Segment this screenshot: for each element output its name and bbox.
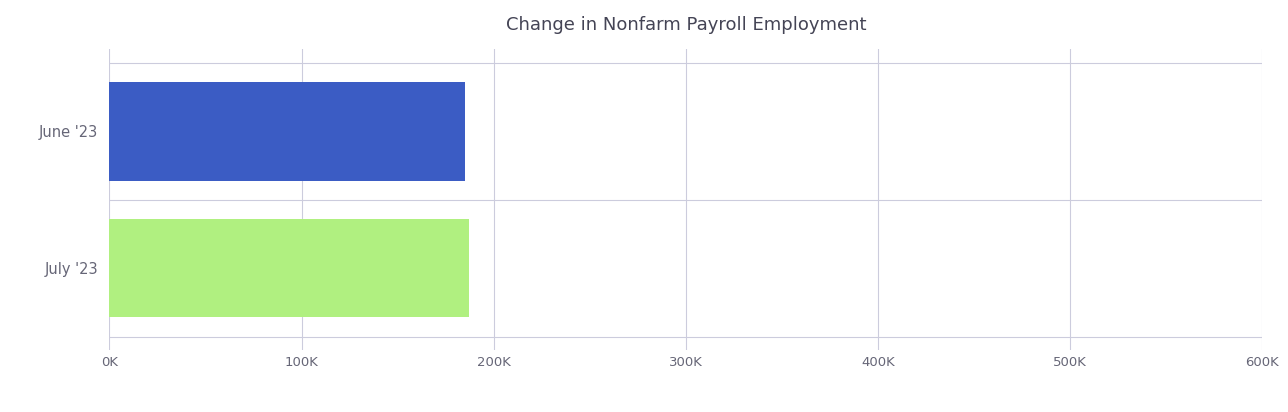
Bar	[109, 219, 469, 317]
Title: Change in Nonfarm Payroll Employment: Change in Nonfarm Payroll Employment	[506, 16, 866, 34]
Bar	[109, 82, 465, 181]
